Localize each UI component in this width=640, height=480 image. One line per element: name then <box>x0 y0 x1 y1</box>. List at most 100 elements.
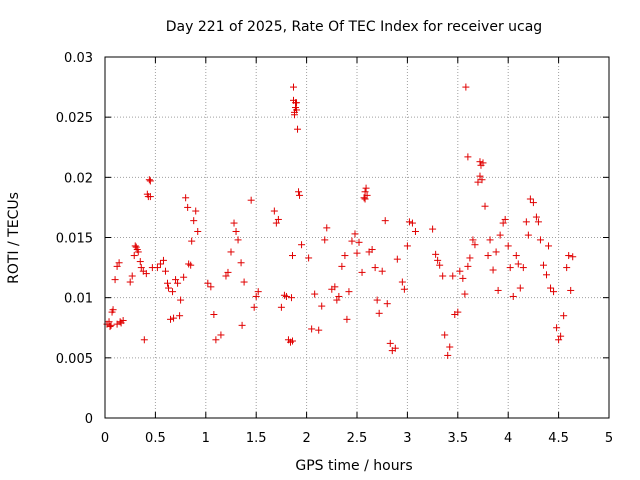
data-point <box>361 195 369 203</box>
x-tick-label: 4 <box>504 431 512 446</box>
data-point <box>560 312 568 320</box>
data-point <box>529 199 537 207</box>
x-tick-label: 1 <box>202 431 210 446</box>
data-point <box>176 312 184 320</box>
data-point <box>291 111 299 119</box>
data-point <box>288 337 296 345</box>
data-point <box>318 302 326 310</box>
y-tick-label: 0.005 <box>56 352 93 367</box>
data-point <box>368 246 376 254</box>
data-point <box>194 227 202 235</box>
data-point <box>298 241 306 249</box>
data-point <box>373 296 381 304</box>
data-point <box>338 262 346 270</box>
data-point <box>362 184 370 192</box>
data-point <box>305 254 313 262</box>
data-point <box>477 161 485 169</box>
x-tick-label: 5 <box>605 431 613 446</box>
data-point <box>454 308 462 316</box>
data-point <box>512 252 520 260</box>
data-point <box>509 292 517 300</box>
data-point <box>398 278 406 286</box>
data-point <box>341 252 349 260</box>
plot-frame <box>104 56 610 419</box>
data-point <box>504 242 512 250</box>
data-point <box>190 217 198 225</box>
x-tick-label: 0.5 <box>145 431 166 446</box>
data-point <box>252 292 260 300</box>
data-point <box>293 106 301 114</box>
data-point <box>469 236 477 244</box>
data-point <box>274 215 282 223</box>
data-point <box>107 321 115 329</box>
x-tick-label: 3 <box>403 431 411 446</box>
data-point <box>187 261 195 269</box>
data-point <box>105 318 113 326</box>
data-point <box>358 268 366 276</box>
data-point <box>207 283 215 291</box>
chart-title: Day 221 of 2025, Rate Of TEC Index for r… <box>166 19 542 35</box>
data-point <box>137 264 145 272</box>
data-point <box>113 262 121 270</box>
data-point <box>403 242 411 250</box>
data-point <box>456 267 464 275</box>
data-point <box>444 351 452 359</box>
x-tick-label: 3.5 <box>447 431 468 446</box>
data-point <box>464 153 472 161</box>
data-point <box>174 279 182 287</box>
data-point <box>333 296 341 304</box>
data-point <box>361 188 369 196</box>
data-point <box>547 284 555 292</box>
axis-ticks: 0 0.5 1 1.5 2 2.5 3 3.5 4 4.5 5 0 0.005 0.01 0.015 0.02… <box>56 51 613 446</box>
data-point <box>136 258 144 266</box>
data-point <box>353 249 361 257</box>
data-point <box>478 176 486 184</box>
data-point <box>543 271 551 279</box>
data-point <box>459 274 467 282</box>
data-points <box>103 83 577 359</box>
data-point <box>343 315 351 323</box>
data-point <box>296 191 304 199</box>
data-point <box>170 314 178 322</box>
data-point <box>432 250 440 258</box>
data-point <box>254 288 262 296</box>
data-point <box>486 236 494 244</box>
data-point <box>169 288 177 296</box>
y-tick-label: 0.015 <box>56 232 93 247</box>
data-point <box>287 294 295 302</box>
data-point <box>363 191 371 199</box>
data-point <box>142 270 150 278</box>
x-tick-label: 4.5 <box>548 431 569 446</box>
data-point <box>192 207 200 215</box>
data-point <box>499 219 507 227</box>
data-point <box>383 300 391 308</box>
data-point <box>436 261 444 269</box>
data-point <box>461 290 469 298</box>
data-point <box>494 286 502 294</box>
data-point <box>539 261 547 269</box>
data-point <box>476 158 484 166</box>
data-point <box>400 285 408 293</box>
data-point <box>405 218 413 226</box>
data-point <box>524 231 532 239</box>
data-point <box>569 253 577 261</box>
data-point <box>145 176 153 184</box>
data-point <box>130 252 138 260</box>
data-point <box>446 343 454 351</box>
data-point <box>230 219 238 227</box>
data-point <box>545 242 553 250</box>
data-point <box>514 260 522 268</box>
data-point <box>308 325 316 333</box>
y-tick-label: 0.025 <box>56 111 93 126</box>
data-point <box>408 219 416 227</box>
y-axis-label: ROTI / TECUs <box>6 192 22 284</box>
data-point <box>441 331 449 339</box>
data-point <box>116 318 124 326</box>
data-point <box>393 255 401 263</box>
data-point <box>128 272 136 280</box>
y-tick-label: 0.01 <box>64 292 93 307</box>
data-point <box>222 272 230 280</box>
data-point <box>224 268 232 276</box>
data-point <box>232 227 240 235</box>
x-tick-label: 2.5 <box>347 431 368 446</box>
